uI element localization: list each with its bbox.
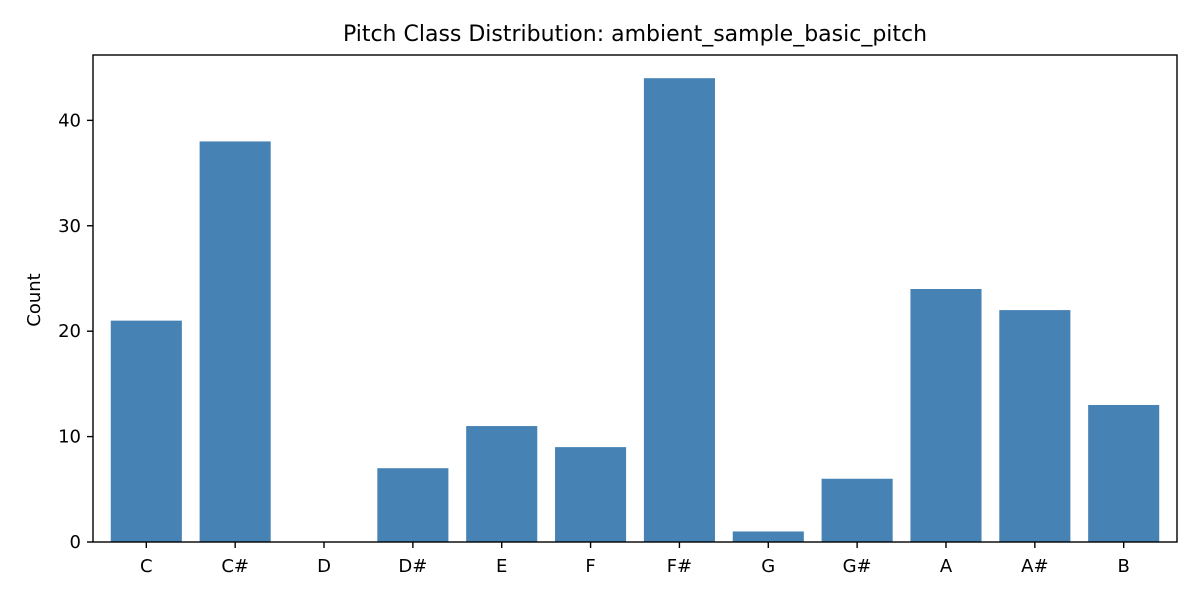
bar-a-sharp [999, 310, 1071, 542]
x-tick-label: B [1118, 556, 1130, 577]
x-tick-label: C# [221, 556, 249, 577]
x-tick-label: G [761, 556, 775, 577]
x-tick-label: D# [398, 556, 427, 577]
bar-c-sharp [199, 141, 271, 542]
x-tick-label: D [317, 556, 331, 577]
x-tick-label: G# [843, 556, 872, 577]
x-tick-label: F [585, 556, 595, 577]
y-tick-label: 20 [58, 321, 81, 342]
chart-title: Pitch Class Distribution: ambient_sample… [343, 22, 927, 47]
y-axis-label: Count [24, 273, 45, 326]
y-tick-label: 0 [70, 532, 81, 553]
bar-d-sharp [377, 468, 449, 542]
y-tick-label: 30 [58, 216, 81, 237]
bar-a [910, 289, 982, 542]
y-axis: 0 10 20 30 40 [58, 110, 93, 553]
plot-frame [92, 54, 1178, 543]
x-tick-label: C [140, 556, 153, 577]
bars-layer [110, 78, 1160, 542]
bar-b [1088, 404, 1160, 542]
y-tick-label: 10 [58, 427, 81, 448]
bar-c [110, 320, 182, 542]
x-tick-label: A# [1021, 556, 1048, 577]
bar-g-sharp [821, 478, 893, 542]
x-tick-label: F# [667, 556, 692, 577]
x-tick-label: E [496, 556, 507, 577]
bar-f-sharp [643, 78, 715, 542]
bar-f [555, 447, 627, 542]
x-tick-label: A [940, 556, 953, 577]
y-tick-label: 40 [58, 110, 81, 131]
bar-e [466, 426, 538, 542]
bar-g [732, 531, 804, 542]
x-axis: C C# D D# E F F# G G# A A# B [140, 542, 1130, 577]
